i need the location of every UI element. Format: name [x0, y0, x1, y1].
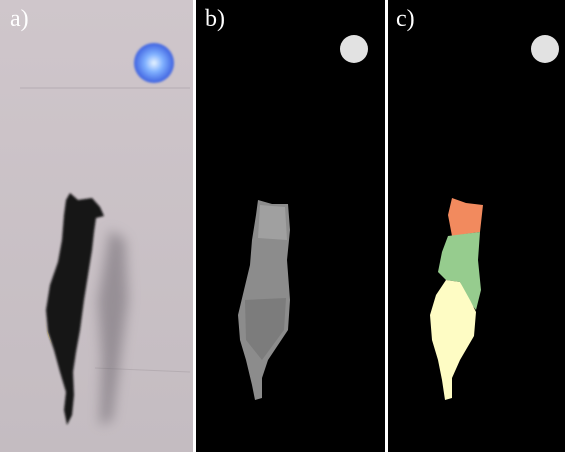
panel-label: c)	[396, 6, 415, 32]
depth-background	[196, 0, 385, 452]
light-marker	[531, 35, 559, 63]
figure: a) b) c)	[0, 0, 565, 452]
panel-b: b)	[196, 0, 385, 452]
page: a) b) c) (() => { const data = JSON.pars…	[0, 0, 565, 452]
panel-a: a)	[0, 0, 193, 452]
light-marker	[340, 35, 368, 63]
cat-depth-head	[258, 205, 287, 240]
panel-c: c)	[388, 0, 565, 452]
light-marker	[134, 43, 174, 83]
panel-label: a)	[10, 6, 29, 32]
panel-label: b)	[205, 6, 225, 32]
